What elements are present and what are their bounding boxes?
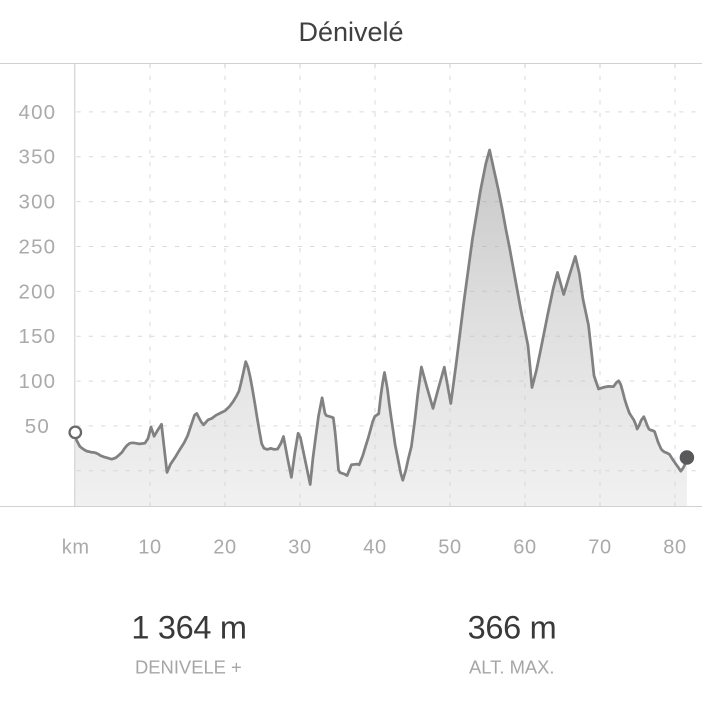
svg-text:1 364 m: 1 364 m (131, 610, 246, 646)
svg-text:10: 10 (138, 536, 161, 558)
svg-text:366 m: 366 m (468, 610, 557, 646)
svg-text:20: 20 (213, 536, 236, 558)
svg-text:DENIVELE +: DENIVELE + (135, 657, 242, 678)
svg-text:100: 100 (18, 370, 56, 393)
svg-text:150: 150 (18, 325, 56, 348)
svg-text:30: 30 (288, 536, 311, 558)
svg-text:350: 350 (18, 146, 56, 169)
svg-text:Dénivelé: Dénivelé (298, 17, 403, 47)
svg-text:50: 50 (25, 415, 50, 438)
svg-text:50: 50 (438, 536, 461, 558)
svg-text:ALT. MAX.: ALT. MAX. (469, 657, 555, 678)
svg-text:70: 70 (588, 536, 611, 558)
svg-text:40: 40 (363, 536, 386, 558)
svg-text:250: 250 (18, 235, 56, 258)
svg-text:300: 300 (18, 191, 56, 214)
svg-text:80: 80 (663, 536, 686, 558)
svg-text:60: 60 (513, 536, 536, 558)
svg-text:400: 400 (18, 101, 56, 124)
svg-text:200: 200 (18, 280, 56, 303)
svg-text:km: km (62, 536, 90, 558)
